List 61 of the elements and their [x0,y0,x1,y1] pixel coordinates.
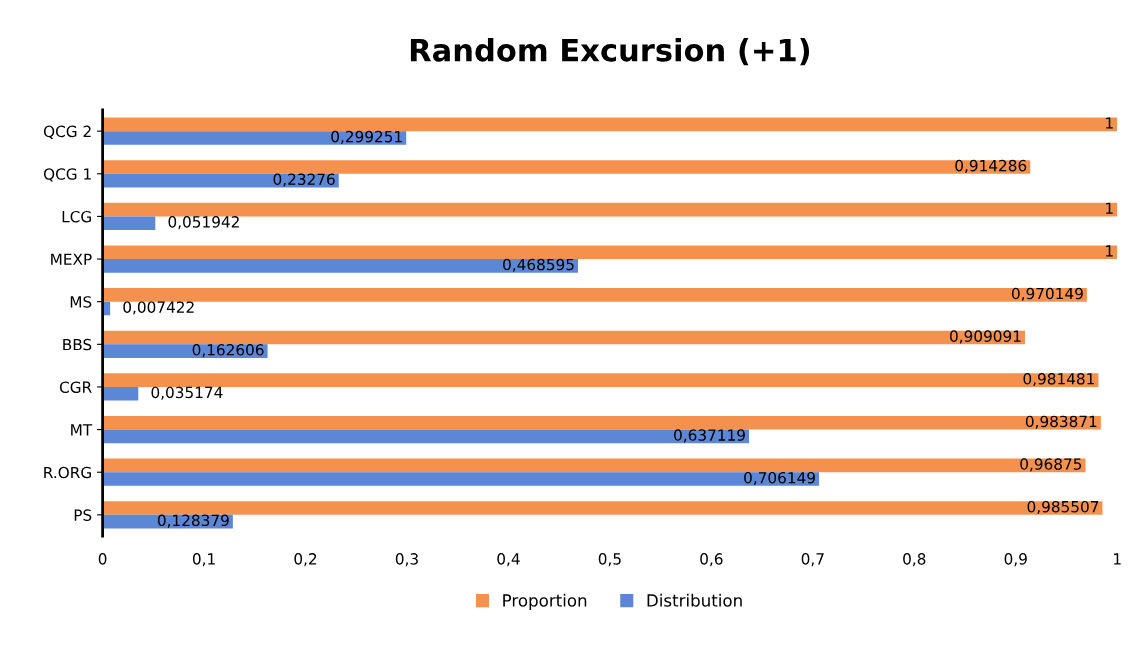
data-label: 0,96875 [1020,458,1082,472]
data-label: 0,981481 [1023,373,1094,387]
x-tick-label: 0,8 [903,553,926,567]
x-tick-label: 0,3 [395,553,418,567]
bar [102,117,1118,132]
bar [102,373,1099,387]
data-label: 1 [1106,117,1113,129]
x-tick-label: 0,6 [700,553,723,567]
bar [102,288,1087,302]
y-tick-label: CGR [59,381,92,393]
x-tick-label: 0,5 [598,553,621,567]
data-label: 0,162606 [192,344,264,358]
data-label: 0,23276 [273,173,335,187]
y-tick-label: QCG 2 [43,125,91,139]
data-label: 0,706149 [744,471,815,486]
x-tick-label: 0,9 [1004,553,1027,567]
bar [102,344,268,358]
data-label: 0,637119 [674,429,745,443]
y-tick-label: PS [74,509,92,521]
bar [102,330,1025,345]
bar [102,160,1031,174]
bar [102,259,579,273]
data-label: 0,299251 [331,130,402,144]
data-label: 0,909091 [950,330,1021,344]
data-label: 0,985507 [1027,500,1099,515]
y-tick-label: MEXP [51,253,92,265]
bar [102,415,1101,430]
data-label: 0,468595 [503,258,574,272]
data-label: 0,128379 [157,514,229,528]
x-tick-label: 1 [1114,553,1121,565]
x-tick-label: 0,4 [497,553,520,567]
bar [102,386,139,401]
bar [102,245,1118,260]
x-tick-label: 0,7 [801,553,824,567]
data-label: 0,983871 [1025,415,1097,429]
legend-label: Distribution [647,593,742,607]
y-tick-label: BBS [63,338,92,351]
x-tick-label: 0,1 [192,553,215,567]
y-tick-label: LCG [62,210,91,223]
y-tick-label: MT [71,424,93,436]
bar [102,472,820,486]
data-label: 1 [1106,245,1113,257]
bar [102,458,1086,473]
bar [102,216,156,231]
chart-title: Random Excursion (+1) [410,37,810,66]
x-tick-label: 0,2 [294,553,317,567]
y-tick-label: R.ORG [44,466,91,479]
bar [102,429,750,444]
bar [102,202,1118,217]
bar [102,131,407,145]
data-label: 0,007422 [123,301,194,315]
data-label: 0,970149 [1011,287,1083,301]
bar [102,501,1103,515]
legend-label: Proportion [503,593,587,610]
data-label: 0,051942 [168,216,239,230]
y-tick-label: QCG 1 [43,168,91,182]
x-tick-label: 0 [98,553,107,565]
data-label: 0,035174 [151,386,223,400]
data-label: 1 [1106,202,1113,214]
y-tick-label: MS [70,296,92,308]
data-label: 0,914286 [955,159,1027,173]
